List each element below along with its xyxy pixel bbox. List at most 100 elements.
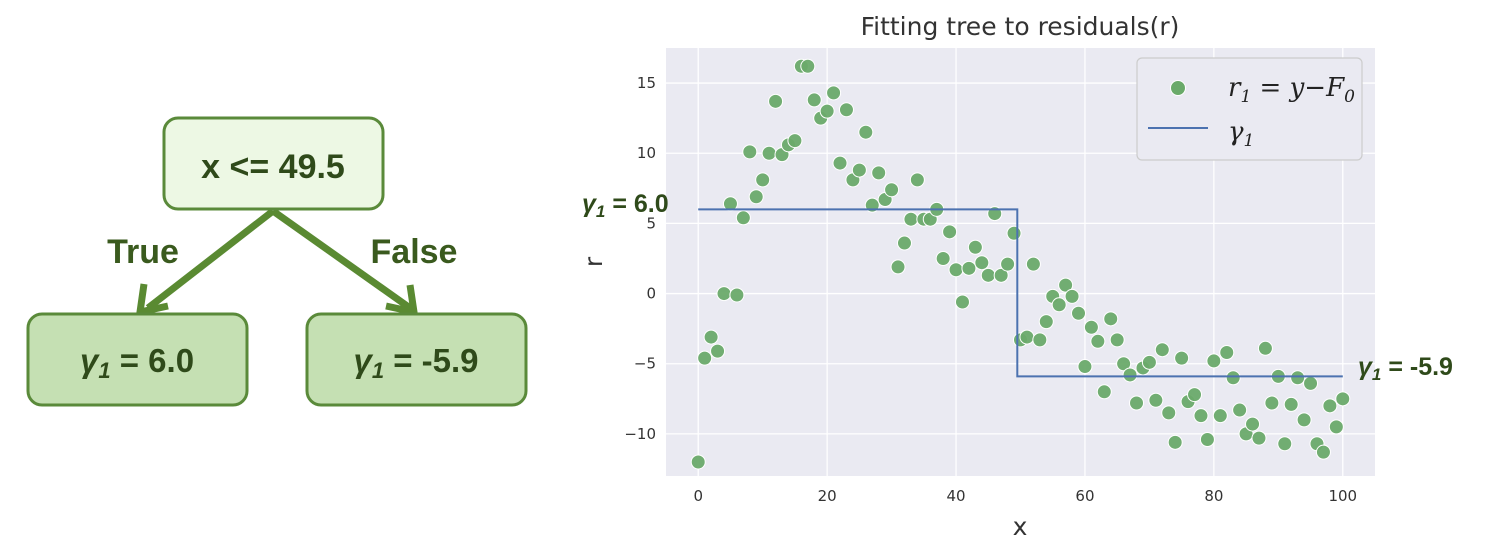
residual-point [1167,434,1183,450]
residual-point [1122,367,1138,383]
residual-point [690,454,706,470]
left-leaf-label: γ1 = 6.0 [80,342,194,383]
residual-point [722,196,738,212]
residual-point [716,286,732,302]
edge-false-label: False [371,233,458,271]
residual-point [1071,305,1087,321]
gamma-step-line [698,208,1343,378]
chart: 0 20 40 60 80 100 −10 −5 0 5 10 15 Fitting tree to… [579,12,1453,541]
residual-point [787,133,803,149]
x-tick-label: 60 [1075,487,1094,505]
residual-point [826,85,842,101]
root-node [162,116,385,211]
left-leaf-node [26,312,249,407]
root-node-label: x <= 49.5 [201,148,345,186]
y-tick-label: −5 [634,355,656,373]
residual-point [1090,333,1106,349]
residual-point [800,58,816,74]
x-tick-label: 20 [818,487,837,505]
residual-point [967,239,983,255]
residual-point [1025,256,1041,272]
x-tick-label: 100 [1328,487,1357,505]
residual-point [1148,392,1164,408]
residual-point [1193,408,1209,424]
residual-point [729,287,745,303]
residual-point [748,189,764,205]
residual-point [755,172,771,188]
residual-point [954,294,970,310]
residual-point [1154,342,1170,358]
residual-point [1161,405,1177,421]
residual-point [1225,370,1241,386]
edge-true-arrow [145,208,276,311]
residual-point [1103,311,1119,327]
residual-point [1058,277,1074,293]
legend-label-gamma: γ1 [1228,117,1254,151]
edge-false-arrowhead [385,284,419,317]
residual-point [1141,354,1157,370]
y-axis-label: r [579,256,608,267]
residual-point [1199,432,1215,448]
residual-point [1328,419,1344,435]
residual-point [896,235,912,251]
residual-point [1187,387,1203,403]
residual-point [1315,444,1331,460]
residual-point [1032,332,1048,348]
y-tick-labels: −10 −5 0 5 10 15 [624,74,656,443]
residual-point [974,255,990,271]
residual-point [1245,416,1261,432]
y-tick-label: −10 [624,425,656,443]
residual-point [806,92,822,108]
residual-point [871,165,887,181]
residual-point [948,262,964,278]
legend-label-residuals: r1 = y−F0 [1228,73,1355,107]
x-axis-label: x [1013,512,1028,541]
residual-point [1051,297,1067,313]
y-tick-label: 0 [646,285,656,303]
residual-point [1277,436,1293,452]
y-tick-label: 5 [646,214,656,232]
residual-point [761,145,777,161]
right-leaf-label: γ1 = -5.9 [353,342,478,383]
chart-title: Fitting tree to residuals(r) [861,12,1180,41]
residual-point [1335,391,1351,407]
residual-point [1096,384,1112,400]
residual-point [1116,356,1132,372]
residual-point [1129,395,1145,411]
residual-point [1000,256,1016,272]
legend: r1 = y−F0 γ1 [1136,57,1363,161]
legend-marker-residuals [1170,80,1186,96]
residual-point [1038,314,1054,330]
residual-point [1077,359,1093,375]
residual-point [1251,430,1267,446]
legend-box [1136,57,1363,161]
residual-point [1064,288,1080,304]
residual-point [1019,329,1035,345]
gamma-left-annotation: γ1 = 6.0 [582,190,669,221]
residual-point [1232,402,1248,418]
residual-point [858,124,874,140]
x-tick-label: 0 [693,487,703,505]
residual-point [1257,340,1273,356]
residual-point [993,267,1009,283]
residual-point [884,182,900,198]
x-tick-labels: 0 20 40 60 80 100 [693,487,1357,505]
residual-point [703,329,719,345]
residual-point [1303,375,1319,391]
residual-point [935,250,951,266]
residual-point [832,155,848,171]
decision-tree: x <= 49.5 True False γ1 = 6.0 γ1 = -5.9 [26,116,528,407]
residual-point [1296,412,1312,428]
residual-point [1283,396,1299,412]
x-tick-label: 80 [1204,487,1223,505]
residual-point [1322,398,1338,414]
residual-point [768,93,784,109]
residual-point [903,211,919,227]
gamma-right-annotation: γ1 = -5.9 [1358,353,1453,384]
y-tick-label: 10 [637,144,656,162]
residual-point [961,260,977,276]
residual-point [697,350,713,366]
residual-point [1206,353,1222,369]
residual-point [1264,395,1280,411]
x-tick-label: 40 [946,487,965,505]
